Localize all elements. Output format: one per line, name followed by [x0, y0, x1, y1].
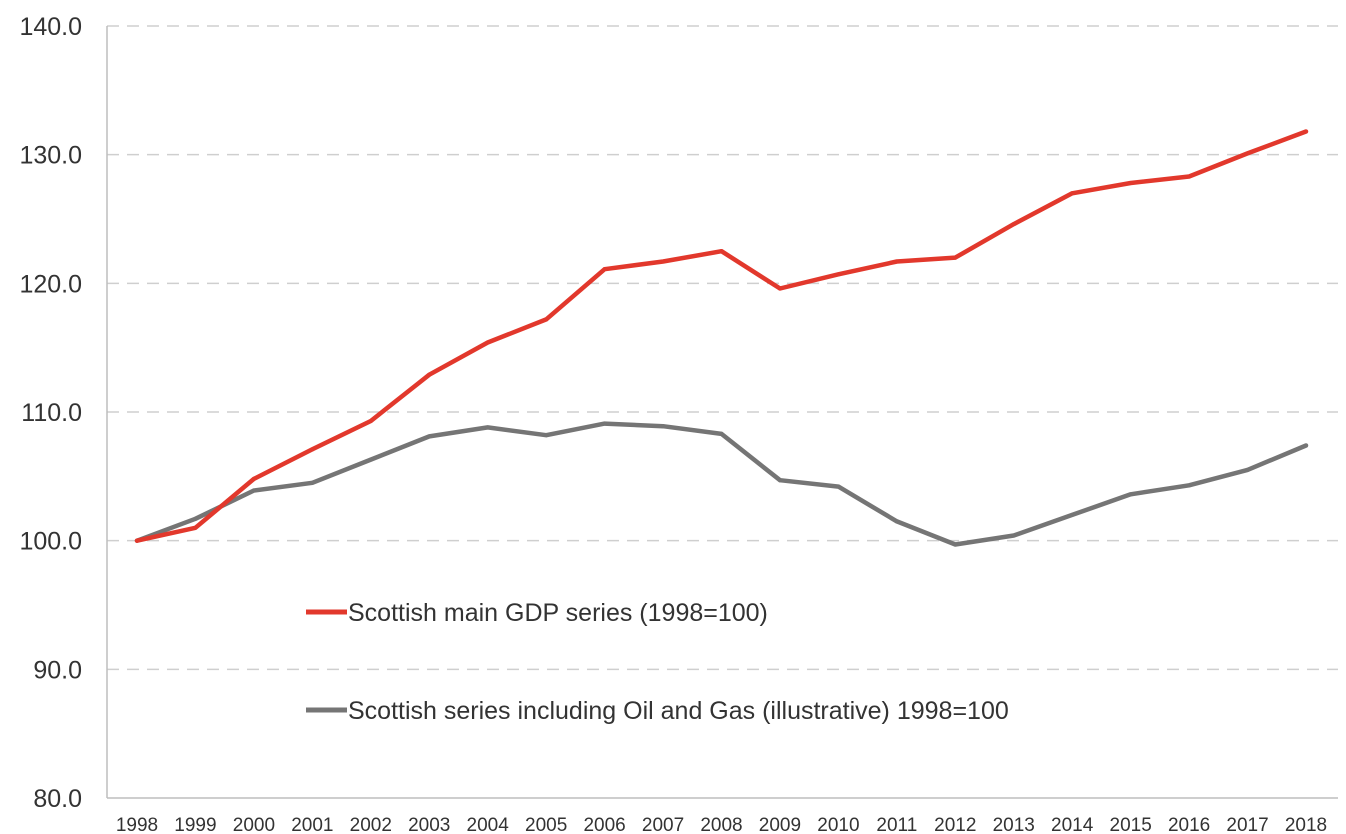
data-point — [135, 538, 139, 543]
x-tick-label: 2010 — [817, 815, 859, 834]
data-point — [544, 433, 549, 438]
data-point — [368, 419, 373, 424]
data-point — [894, 519, 899, 524]
x-tick-label: 2016 — [1168, 815, 1210, 834]
data-point — [894, 259, 899, 264]
data-point — [602, 267, 607, 272]
data-point — [251, 488, 256, 493]
data-point — [427, 372, 432, 377]
x-tick-label: 2008 — [700, 815, 742, 834]
x-tick-label: 2003 — [408, 815, 450, 834]
y-axis: 80.0 90.0 100.0 110.0 120.0 130.0 140.0 — [19, 13, 108, 813]
y-tick-label: 140.0 — [19, 13, 82, 41]
data-point — [1011, 222, 1016, 227]
x-tick-label: 2005 — [525, 815, 567, 834]
data-point — [1187, 174, 1192, 179]
x-tick-label: 2006 — [583, 815, 625, 834]
y-tick-label: 130.0 — [19, 142, 82, 170]
y-tick-label: 90.0 — [33, 656, 82, 684]
y-tick-label: 100.0 — [19, 528, 82, 556]
x-tick-label: 1999 — [174, 815, 216, 834]
x-tick-label: 2009 — [759, 815, 801, 834]
data-point — [1070, 512, 1075, 517]
data-point — [719, 431, 724, 436]
gridlines — [107, 25, 1338, 671]
y-tick-label: 120.0 — [19, 270, 82, 298]
data-point — [661, 259, 666, 264]
data-point — [544, 317, 549, 322]
x-tick-label: 2018 — [1285, 815, 1327, 834]
data-point — [1304, 129, 1308, 134]
x-tick-label: 2013 — [993, 815, 1035, 834]
x-axis: 1998 1999 2000 2001 2002 2003 2004 2005 2006 2007… — [107, 797, 1338, 834]
data-point — [1070, 191, 1075, 196]
data-point — [310, 480, 315, 485]
data-point — [836, 272, 841, 277]
x-tick-label: 2011 — [876, 815, 917, 834]
data-point — [251, 476, 256, 481]
x-tick-label: 2014 — [1051, 815, 1094, 834]
data-point — [368, 457, 373, 462]
y-tick-label: 110.0 — [21, 399, 82, 427]
data-point — [836, 484, 841, 489]
x-tick-label: 2007 — [642, 815, 684, 834]
data-point — [777, 286, 782, 291]
data-point — [953, 255, 958, 260]
x-tick-label: 2015 — [1110, 815, 1152, 834]
data-point — [193, 525, 198, 530]
legend: Scottish main GDP series (1998=100) Scot… — [306, 599, 1009, 725]
data-point — [1128, 180, 1133, 185]
legend-label-oil-gas: Scottish series including Oil and Gas (i… — [348, 697, 1009, 725]
x-tick-label: 1998 — [116, 815, 158, 834]
x-tick-label: 2017 — [1226, 815, 1268, 834]
legend-label-main-gdp: Scottish main GDP series (1998=100) — [348, 599, 768, 627]
x-tick-label: 2004 — [467, 815, 510, 834]
y-tick-label: 80.0 — [33, 785, 82, 813]
data-point — [427, 434, 432, 439]
data-point — [193, 516, 198, 521]
series-line-main-gdp — [134, 129, 1309, 543]
data-point — [602, 421, 607, 426]
data-point — [1011, 533, 1016, 538]
legend-item-main-gdp: Scottish main GDP series (1998=100) — [306, 599, 768, 627]
data-point — [1187, 483, 1192, 488]
data-point — [1304, 443, 1308, 448]
x-tick-label: 2000 — [233, 815, 275, 834]
legend-item-oil-gas: Scottish series including Oil and Gas (i… — [306, 697, 1009, 725]
data-point — [485, 425, 490, 430]
x-tick-label: 2001 — [291, 815, 333, 834]
data-point — [1128, 492, 1133, 497]
x-tick-label: 2002 — [350, 815, 392, 834]
series-lines — [134, 129, 1309, 547]
data-point — [661, 424, 666, 429]
data-point — [1245, 467, 1250, 472]
data-point — [485, 340, 490, 345]
x-tick-label: 2012 — [934, 815, 976, 834]
data-point — [719, 249, 724, 254]
data-point — [310, 447, 315, 452]
data-point — [777, 478, 782, 483]
data-point — [1245, 151, 1250, 156]
data-point — [953, 542, 958, 547]
